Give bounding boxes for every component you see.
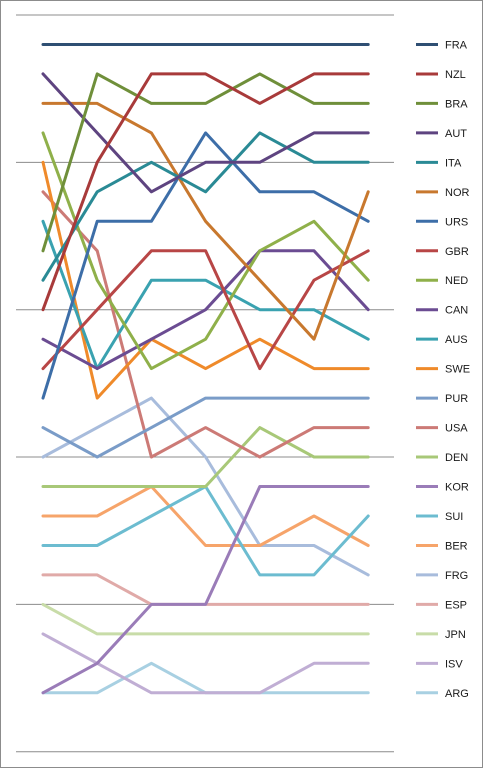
legend-label-isv: ISV <box>445 658 463 670</box>
legend-item-aut: AUT <box>416 128 467 140</box>
legend-label-aut: AUT <box>445 128 467 140</box>
legend-label-ned: NED <box>445 275 468 287</box>
legend-item-esp: ESP <box>416 599 467 611</box>
legend: FRA NZL BRA AUT ITA NOR URS GBR NED CAN AUS SWE PUR U… <box>416 39 470 700</box>
series-line-ber <box>41 485 370 547</box>
series-line-bra <box>41 72 370 253</box>
legend-label-fra: FRA <box>445 39 468 51</box>
legend-item-ber: BER <box>416 540 468 552</box>
legend-label-aus: AUS <box>445 334 468 346</box>
legend-item-nor: NOR <box>416 187 470 199</box>
legend-item-isv: ISV <box>416 658 463 670</box>
legend-label-ita: ITA <box>445 157 462 169</box>
series-line-jpn <box>41 602 370 636</box>
series-line-sui <box>41 485 370 577</box>
legend-item-gbr: GBR <box>416 246 469 258</box>
legend-label-nzl: NZL <box>445 69 466 81</box>
legend-item-urs: URS <box>416 216 468 228</box>
series-lines <box>41 43 370 695</box>
legend-label-gbr: GBR <box>445 246 469 258</box>
series-line-nor <box>41 101 370 341</box>
legend-label-urs: URS <box>445 216 468 228</box>
legend-label-swe: SWE <box>445 364 470 376</box>
legend-label-nor: NOR <box>445 187 470 199</box>
series-line-pur <box>41 396 370 459</box>
legend-label-frg: FRG <box>445 570 468 582</box>
series-line-gbr <box>41 249 370 371</box>
series-line-usa <box>41 190 370 459</box>
series-line-esp <box>41 573 370 606</box>
legend-label-bra: BRA <box>445 98 468 110</box>
legend-label-usa: USA <box>445 423 468 435</box>
legend-label-pur: PUR <box>445 393 468 405</box>
legend-label-sui: SUI <box>445 511 463 523</box>
legend-item-pur: PUR <box>416 393 468 405</box>
legend-item-den: DEN <box>416 452 468 464</box>
legend-label-esp: ESP <box>445 599 467 611</box>
series-line-ita <box>41 131 370 282</box>
series-line-kor <box>41 485 370 695</box>
legend-item-aus: AUS <box>416 334 468 346</box>
series-line-aut <box>41 72 370 194</box>
legend-item-bra: BRA <box>416 98 468 110</box>
legend-item-fra: FRA <box>416 39 468 51</box>
legend-item-jpn: JPN <box>416 629 466 641</box>
series-line-nzl <box>41 72 370 312</box>
legend-item-frg: FRG <box>416 570 468 582</box>
legend-item-arg: ARG <box>416 688 469 700</box>
legend-item-kor: KOR <box>416 482 469 494</box>
legend-label-den: DEN <box>445 452 468 464</box>
legend-item-usa: USA <box>416 423 468 435</box>
legend-label-can: CAN <box>445 305 468 317</box>
legend-label-jpn: JPN <box>445 629 466 641</box>
legend-item-ita: ITA <box>416 157 462 169</box>
legend-label-kor: KOR <box>445 482 469 494</box>
series-line-can <box>41 249 370 371</box>
legend-label-ber: BER <box>445 540 468 552</box>
series-line-urs <box>41 131 370 400</box>
series-line-isv <box>41 632 370 695</box>
legend-item-can: CAN <box>416 305 468 317</box>
legend-label-arg: ARG <box>445 688 469 700</box>
series-line-frg <box>41 396 370 577</box>
series-line-ned <box>41 131 370 371</box>
legend-item-sui: SUI <box>416 511 463 523</box>
legend-item-ned: NED <box>416 275 468 287</box>
gridlines <box>16 14 394 753</box>
series-line-den <box>41 426 370 488</box>
legend-item-nzl: NZL <box>416 69 466 81</box>
legend-item-swe: SWE <box>416 364 470 376</box>
series-line-swe <box>41 160 370 400</box>
